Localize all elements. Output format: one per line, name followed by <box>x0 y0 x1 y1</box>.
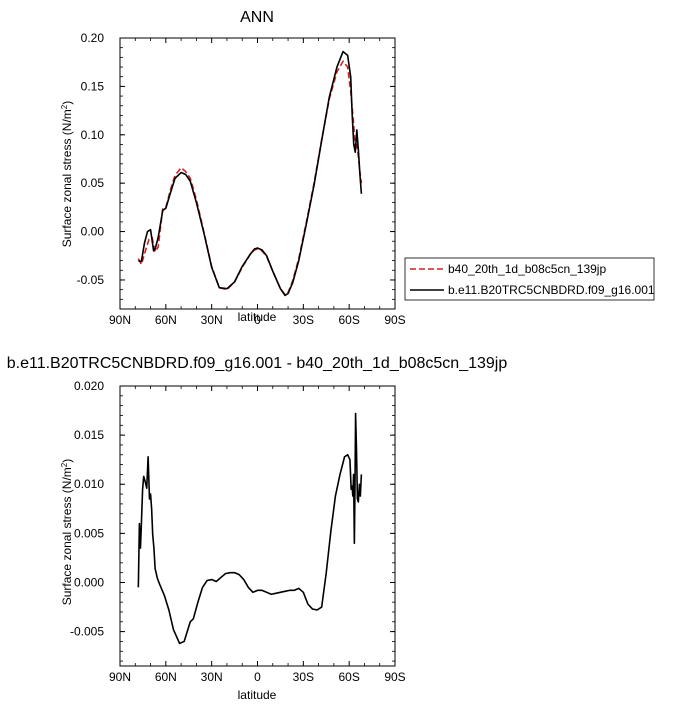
bottom-x-tick-label: 60S <box>338 670 359 684</box>
bottom-y-axis-label-tail: ) <box>60 459 74 463</box>
top-x-tick-label: 30S <box>293 313 314 327</box>
bottom-y-axis-label-main: Surface zonal stress (N/m <box>60 467 74 605</box>
bottom-x-tick-label: 90S <box>384 670 405 684</box>
bottom-x-tick-label: 90N <box>109 670 131 684</box>
top-x-tick-label: 60N <box>155 313 177 327</box>
bottom-x-tick-label: 30N <box>201 670 223 684</box>
bottom-y-tick-label: -0.005 <box>70 625 104 639</box>
bottom-y-tick-label: 0.010 <box>74 477 104 491</box>
top-y-tick-label: -0.05 <box>77 273 105 287</box>
top-y-tick-label: 0.20 <box>81 31 105 45</box>
legend-label-series-1: b40_20th_1d_b08c5cn_139jp <box>448 262 606 276</box>
bottom-chart-title: b.e11.B20TRC5CNBDRD.f09_g16.001 - b40_20… <box>7 355 508 372</box>
bottom-panel: b.e11.B20TRC5CNBDRD.f09_g16.001 - b40_20… <box>7 355 508 702</box>
top-x-tick-label: 60S <box>338 313 359 327</box>
bottom-x-axis-label: latitude <box>238 688 277 702</box>
bottom-y-axis-label-sup: 2 <box>60 462 69 467</box>
top-y-tick-label: 0.05 <box>81 176 105 190</box>
bottom-y-tick-label: 0.005 <box>74 526 104 540</box>
legend-box <box>404 257 655 301</box>
top-y-axis-label-tail: ) <box>60 101 74 105</box>
top-plot-area: 90N 60N 30N 0 30S 60S 90S 0.20 0.15 0.10 0.05 0.00 -… <box>77 31 406 327</box>
top-x-tick-label: 30N <box>201 313 223 327</box>
top-y-tick-label: 0.00 <box>81 225 105 239</box>
top-y-axis-label: Surface zonal stress (N/m2) <box>60 101 75 248</box>
bottom-x-tick-label: 60N <box>155 670 177 684</box>
top-x-tick-label: 0 <box>254 313 261 327</box>
legend: b40_20th_1d_b08c5cn_139jp b.e11.B20TRC5C… <box>404 257 655 301</box>
bottom-y-tick-label: 0.015 <box>74 428 104 442</box>
top-x-tick-label: 90S <box>384 313 405 327</box>
legend-label-series-2: b.e11.B20TRC5CNBDRD.f09_g16.001 <box>448 283 655 297</box>
top-y-axis-label-main: Surface zonal stress (N/m <box>60 109 74 247</box>
top-chart-title: ANN <box>240 9 274 26</box>
bottom-x-tick-label: 30S <box>293 670 314 684</box>
bottom-y-tick-label: 0.020 <box>74 379 104 393</box>
top-series-line-2 <box>138 50 363 297</box>
top-x-tick-label: 90N <box>109 313 131 327</box>
bottom-y-tick-label: 0.000 <box>74 575 104 589</box>
bottom-y-axis-label: Surface zonal stress (N/m2) <box>60 459 75 606</box>
top-y-tick-label: 0.15 <box>81 79 105 93</box>
top-y-axis-label-sup: 2 <box>60 104 69 109</box>
top-panel: ANN 90N 60N 30N 0 30S 60S 90S 0.20 0.15 0.10 0.05 0… <box>60 9 406 327</box>
top-plot-frame <box>119 37 396 310</box>
bottom-series-line-1 <box>137 412 363 645</box>
bottom-x-tick-label: 0 <box>254 670 261 684</box>
top-y-tick-label: 0.10 <box>81 128 105 142</box>
bottom-plot-area: 90N 60N 30N 0 30S 60S 90S 0.020 0.015 0.010 0.005 0… <box>70 379 406 684</box>
top-series-line-1 <box>137 60 363 296</box>
top-x-axis-label: latitude <box>238 310 277 324</box>
